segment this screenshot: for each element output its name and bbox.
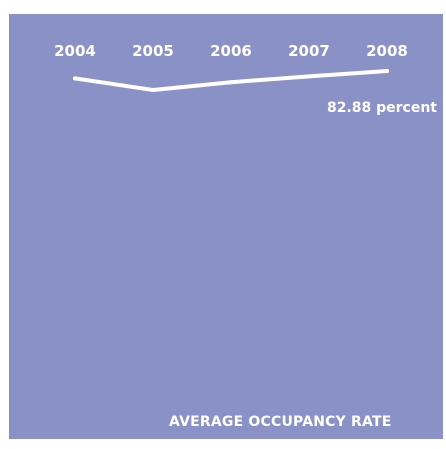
x-tick-labels: 2004 2005 2006 2007 2008 (54, 42, 408, 60)
x-tick-label-2008: 2008 (366, 42, 408, 60)
chart-title: AVERAGE OCCUPANCY RATE (169, 414, 392, 430)
data-points (73, 69, 389, 92)
x-tick-label-2005: 2005 (132, 42, 174, 60)
data-point-2008 (385, 69, 389, 73)
last-value-data-label: 82.88 percent (327, 100, 437, 116)
chart-canvas: 2004 2005 2006 2007 2008 82.88 percent (54, 42, 437, 116)
x-tick-label-2007: 2007 (288, 42, 330, 60)
data-point-2007 (307, 74, 311, 79)
data-point-2006 (229, 80, 233, 85)
chart-panel: 2004 2005 2006 2007 2008 82.88 percent AVERA… (9, 14, 443, 439)
data-point-2005 (151, 88, 155, 92)
data-point-2004 (73, 76, 77, 81)
x-tick-label-2004: 2004 (54, 42, 96, 60)
x-tick-label-2006: 2006 (210, 42, 252, 60)
